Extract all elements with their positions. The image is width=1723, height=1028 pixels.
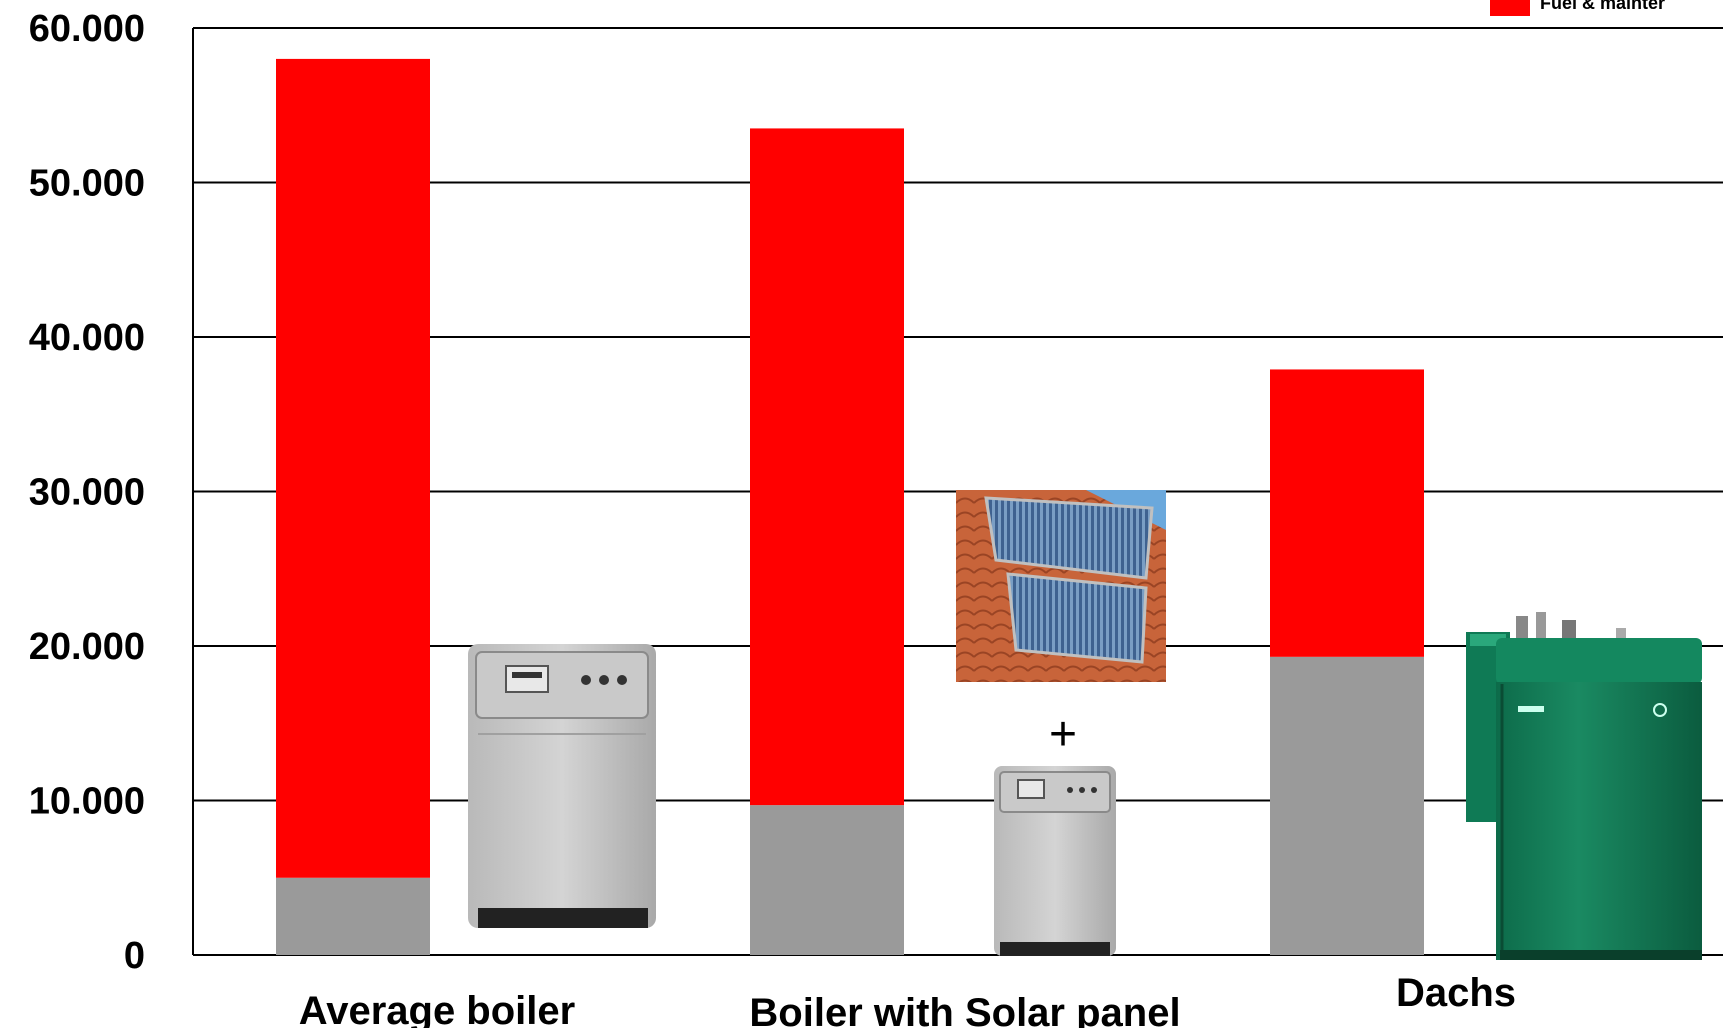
- bar-segment: [750, 805, 904, 955]
- category-labels: Average boiler Boiler with Solar panel Dac…: [299, 971, 1516, 1028]
- y-tick-label: 0: [124, 935, 145, 977]
- bar-segment: [1270, 369, 1424, 657]
- bar-segment: [1270, 656, 1424, 955]
- boiler-photo: [468, 644, 656, 928]
- dachs-unit-photo: [1466, 612, 1702, 960]
- y-tick-labels: 0 10.000 20.000 30.000 40.000 50.000 60.000: [29, 8, 145, 977]
- bars: [276, 58, 1424, 955]
- small-boiler-photo: [994, 766, 1116, 956]
- y-tick-label: 40.000: [29, 317, 145, 359]
- solar-panel-photo: [956, 490, 1166, 682]
- y-tick-label: 60.000: [29, 8, 145, 50]
- legend: Fuel & mainter: [1490, 0, 1665, 16]
- plus-sign: +: [1049, 708, 1077, 761]
- category-label: Boiler with Solar panel: [749, 991, 1180, 1028]
- y-tick-label: 30.000: [29, 472, 145, 514]
- bar-segment: [750, 128, 904, 806]
- y-tick-label: 10.000: [29, 781, 145, 823]
- y-tick-label: 20.000: [29, 626, 145, 668]
- bar-segment: [276, 877, 430, 955]
- axes: [192, 28, 1723, 956]
- category-label: Dachs: [1396, 971, 1516, 1015]
- category-label: Average boiler: [299, 989, 575, 1028]
- legend-label: Fuel & mainter: [1540, 0, 1665, 13]
- legend-swatch: [1490, 0, 1530, 16]
- bar-segment: [276, 58, 430, 878]
- y-tick-label: 50.000: [29, 163, 145, 205]
